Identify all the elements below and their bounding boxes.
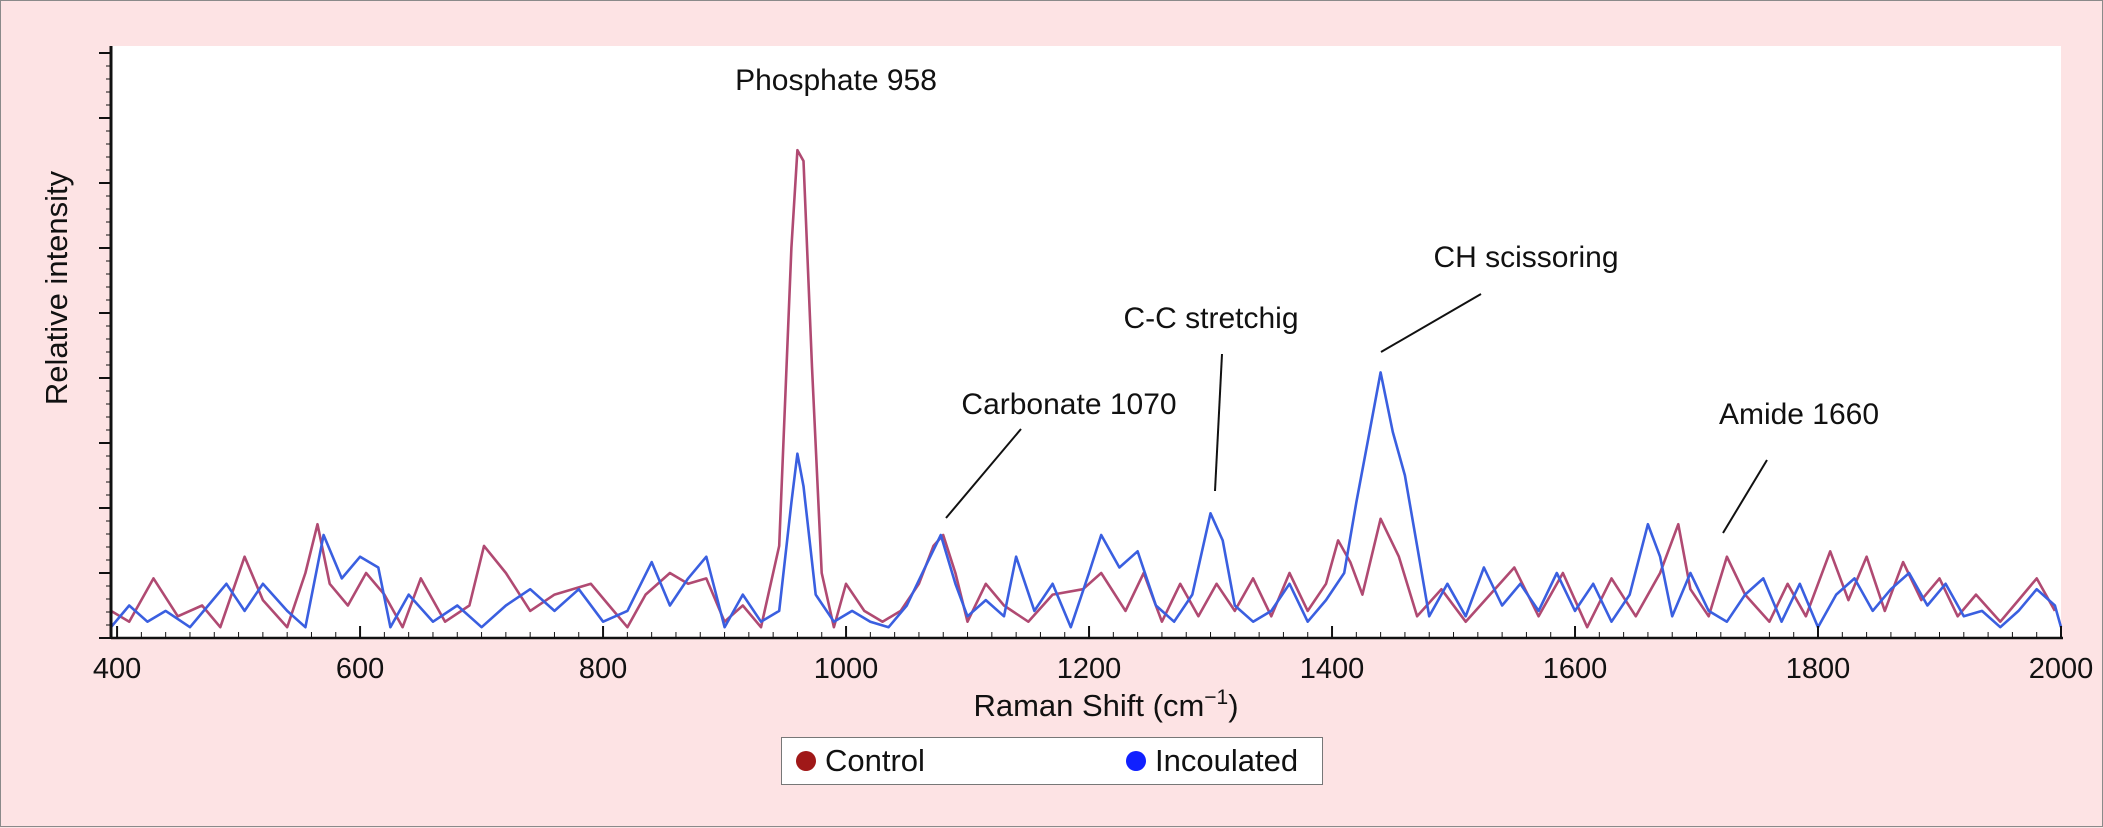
annotation-carbonate-1070: Carbonate 1070	[961, 388, 1176, 421]
x-tick-label: 2000	[2029, 653, 2094, 685]
plot-area	[111, 46, 2061, 638]
series-line-incoulated	[110, 371, 2063, 629]
y-axis-label: Relative intensity	[39, 170, 74, 405]
axis-ticks: 400 600 800 1000 1200 1400 1600 1800 2000	[93, 52, 2094, 685]
x-tick-label: 400	[93, 653, 141, 685]
legend-marker-incoulated	[1126, 751, 1146, 771]
annotation-c-c-stretchig: C-C stretchig	[1123, 302, 1298, 335]
annotation-pointer-amide-1660	[1722, 459, 1768, 534]
x-tick-label: 1600	[1543, 653, 1608, 685]
legend-item-control: Control	[796, 738, 925, 784]
x-axis-label: Raman Shift (cm−1)	[973, 686, 1238, 723]
x-tick-label: 1200	[1057, 653, 1122, 685]
x-tick-label: 1800	[1786, 653, 1851, 685]
legend: Control Incoulated	[781, 737, 1323, 785]
x-tick-label: 800	[579, 653, 627, 685]
x-tick-label: 600	[336, 653, 384, 685]
annotation-phosphate-958: Phosphate 958	[735, 64, 937, 97]
legend-marker-control	[796, 751, 816, 771]
annotation-ch-scissoring: CH scissoring	[1433, 241, 1618, 274]
legend-label-control: Control	[825, 743, 925, 778]
series-line-control	[110, 148, 2057, 629]
annotation-pointer-carbonate-1070	[945, 428, 1022, 519]
annotation-labels: Phosphate 958 Carbonate 1070 C-C stretchig…	[735, 64, 1879, 431]
x-tick-label: 1400	[1300, 653, 1365, 685]
annotation-pointer-c-c-stretchig	[1214, 353, 1223, 492]
annotation-pointers	[945, 293, 1768, 534]
legend-item-incoulated: Incoulated	[1126, 738, 1298, 784]
series-layer	[110, 148, 2063, 629]
annotation-amide-1660: Amide 1660	[1719, 398, 1879, 431]
annotation-pointer-ch-scissoring	[1380, 293, 1482, 353]
legend-label-incoulated: Incoulated	[1155, 743, 1299, 778]
x-tick-label: 1000	[814, 653, 879, 685]
